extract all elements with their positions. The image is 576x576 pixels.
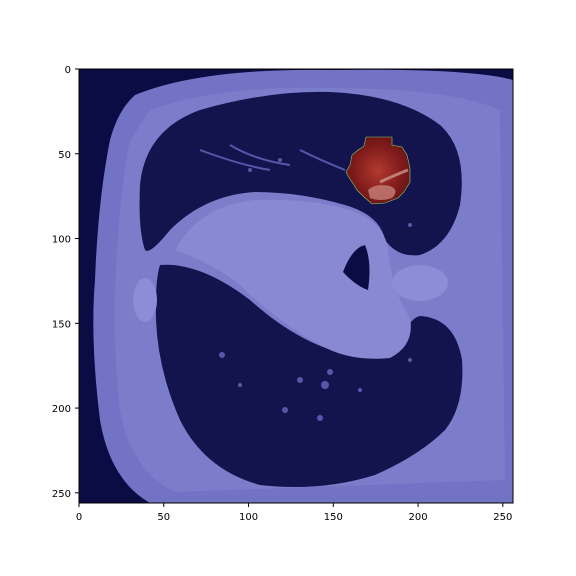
x-tick-label: 100 <box>239 512 258 523</box>
airway <box>343 245 370 290</box>
side-structure <box>392 265 448 301</box>
axes-frame <box>78 68 514 504</box>
y-tick-label: 250 <box>52 489 71 500</box>
tumor-streak <box>379 168 409 184</box>
tumor-mask <box>345 136 411 205</box>
x-tick-label: 250 <box>493 512 512 523</box>
y-axis: 0 50 100 150 200 250 <box>52 65 79 500</box>
mediastinum <box>175 199 411 359</box>
lung-branches <box>199 144 346 171</box>
lung-vessels <box>219 158 412 421</box>
y-tick-label: 100 <box>52 235 71 246</box>
x-tick-label: 200 <box>409 512 428 523</box>
x-tick-label: 0 <box>76 512 82 523</box>
upper-lung <box>139 91 462 256</box>
ct-image <box>79 69 513 503</box>
x-tick-label: 50 <box>157 512 170 523</box>
rib-structure <box>133 278 157 322</box>
tumor-highlight <box>368 185 396 200</box>
x-tick-label: 150 <box>324 512 343 523</box>
lower-lung <box>155 264 463 488</box>
y-tick-label: 50 <box>58 150 71 161</box>
y-tick-label: 150 <box>52 319 71 330</box>
x-axis: 0 50 100 150 200 250 <box>76 503 512 523</box>
y-tick-label: 200 <box>52 404 71 415</box>
y-tick-label: 0 <box>65 65 71 76</box>
